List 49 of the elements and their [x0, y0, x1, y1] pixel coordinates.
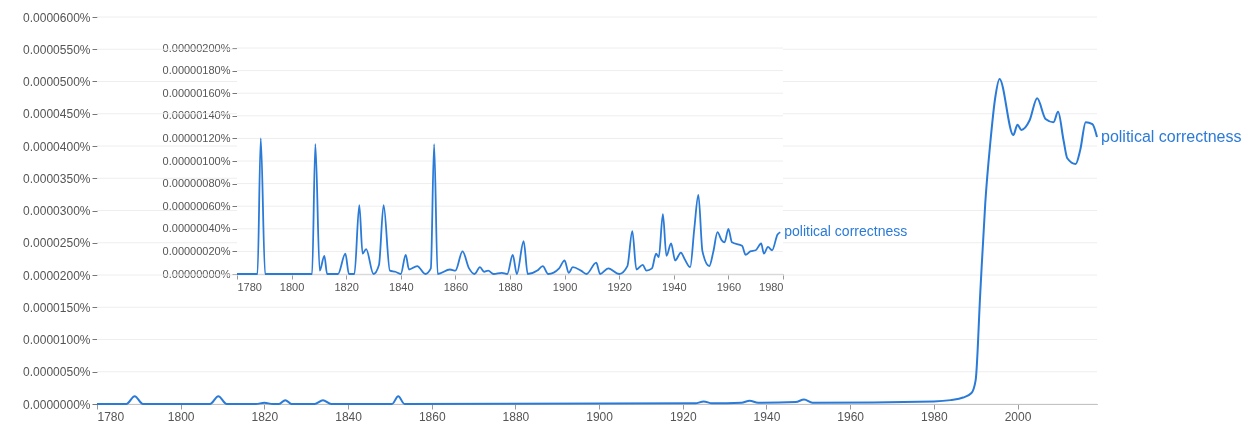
y-tick-label: 0.0000550% — [23, 42, 91, 57]
y-tick-label: 0.0000500% — [23, 75, 91, 89]
y-tick-label: 0.0000600% — [23, 10, 91, 25]
x-tick-label: 1860 — [418, 409, 446, 424]
y-tick-label: 0.0000000% — [23, 397, 91, 412]
x-tick-label: 1960 — [716, 280, 742, 293]
x-tick-label: 1920 — [669, 409, 697, 424]
y-tick-label: 0.0000100% — [23, 333, 91, 347]
x-tick-label: 1900 — [552, 280, 578, 293]
x-tick-label: 2000 — [1004, 409, 1032, 424]
y-tick-label: 0.00000120% — [162, 131, 231, 144]
y-tick-label: 0.00000100% — [162, 154, 231, 167]
x-tick-label: 1880 — [498, 280, 523, 293]
x-tick-label: 1840 — [335, 409, 363, 424]
x-tick-label: 1940 — [662, 280, 687, 293]
x-tick-label: 1980 — [759, 280, 784, 293]
y-tick-label: 0.00000180% — [162, 64, 231, 77]
y-tick-label: 0.0000400% — [23, 139, 91, 154]
y-tick-label: 0.0000250% — [23, 236, 91, 251]
series-label: political correctness — [1101, 127, 1242, 145]
x-tick-label: 1980 — [920, 409, 948, 424]
x-tick-label: 1780 — [97, 409, 125, 424]
y-tick-label: 0.0000050% — [23, 365, 91, 380]
y-tick-label: 0.00000080% — [162, 177, 231, 190]
x-tick-label: 1860 — [443, 280, 469, 293]
y-tick-label: 0.00000040% — [162, 222, 231, 235]
y-tick-label: 0.0000200% — [23, 268, 91, 283]
series-label: political correctness — [784, 223, 908, 240]
y-tick-label: 0.0000450% — [23, 107, 91, 122]
x-tick-label: 1840 — [389, 280, 414, 293]
x-tick-label: 1820 — [251, 409, 279, 424]
x-tick-label: 1880 — [502, 409, 530, 424]
y-tick-label: 0.0000350% — [23, 171, 91, 186]
y-tick-label: 0.00000000% — [162, 267, 231, 280]
y-tick-label: 0.0000150% — [23, 300, 91, 315]
y-tick-label: 0.0000300% — [23, 204, 91, 218]
x-tick-label: 1900 — [586, 409, 614, 424]
y-tick-label: 0.00000020% — [162, 244, 231, 257]
y-tick-label: 0.00000200% — [162, 41, 231, 54]
y-tick-label: 0.00000140% — [162, 109, 231, 122]
y-tick-label: 0.00000160% — [162, 86, 231, 99]
x-tick-label: 1920 — [607, 280, 632, 293]
x-tick-label: 1960 — [837, 409, 865, 424]
y-tick-label: 0.00000060% — [162, 199, 231, 212]
x-tick-label: 1940 — [753, 409, 781, 424]
x-tick-label: 1800 — [167, 409, 195, 424]
x-tick-label: 1800 — [279, 280, 305, 293]
x-tick-label: 1820 — [334, 280, 359, 293]
x-tick-label: 1780 — [237, 280, 262, 293]
